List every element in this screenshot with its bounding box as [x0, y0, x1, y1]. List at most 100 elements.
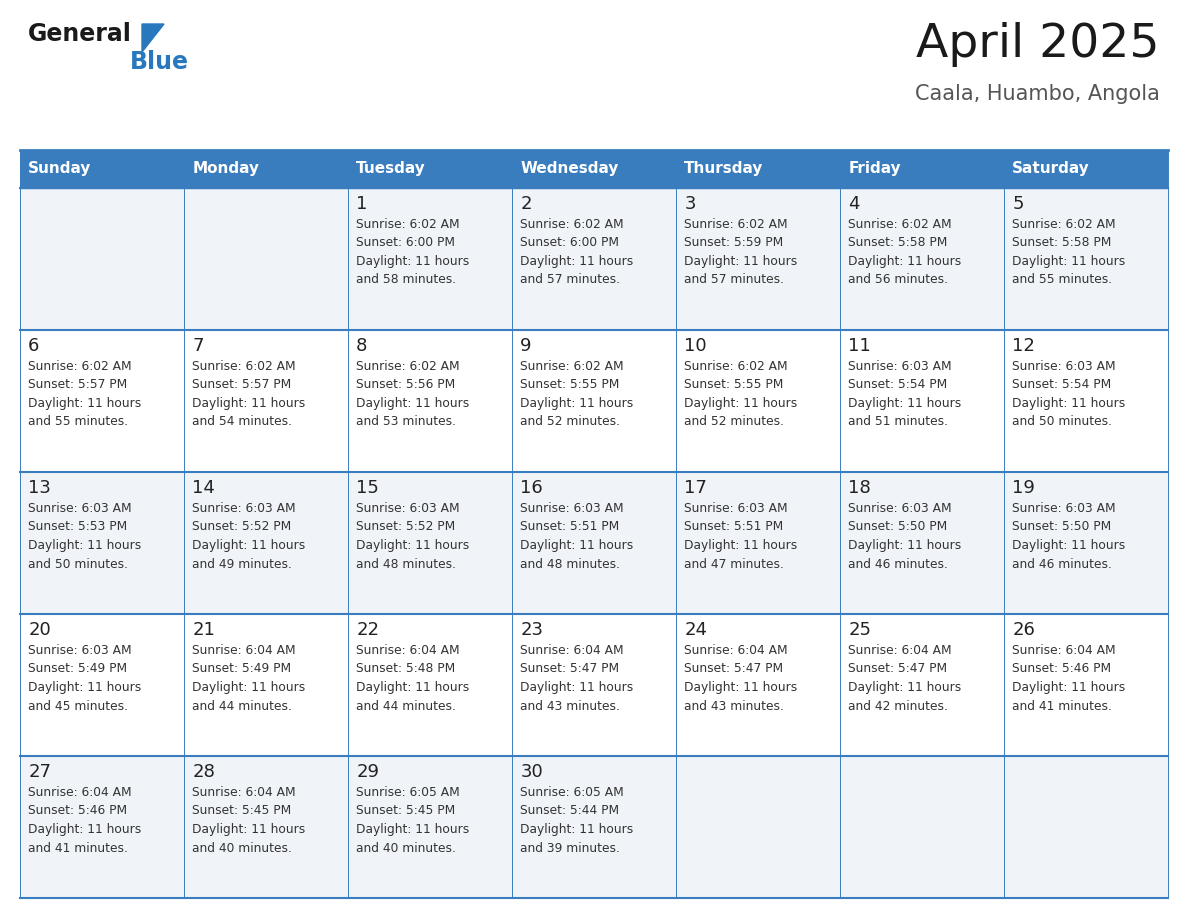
Text: Sunrise: 6:02 AM: Sunrise: 6:02 AM [684, 360, 788, 373]
Text: Saturday: Saturday [1012, 162, 1089, 176]
Text: 9: 9 [520, 337, 532, 355]
Text: Daylight: 11 hours: Daylight: 11 hours [192, 397, 305, 410]
Text: 6: 6 [29, 337, 39, 355]
Bar [840, 614, 1004, 756]
Text: and 47 minutes.: and 47 minutes. [684, 557, 784, 570]
Text: Sunset: 5:49 PM: Sunset: 5:49 PM [29, 663, 127, 676]
Text: 15: 15 [356, 479, 379, 497]
Text: 30: 30 [520, 763, 543, 781]
Text: 22: 22 [356, 621, 379, 639]
Text: Sunrise: 6:04 AM: Sunrise: 6:04 AM [684, 644, 788, 657]
Text: Daylight: 11 hours: Daylight: 11 hours [356, 681, 469, 694]
Bar [184, 188, 348, 330]
Bar [1004, 150, 1168, 188]
Text: 3: 3 [684, 195, 696, 213]
Text: 25: 25 [848, 621, 871, 639]
Text: Daylight: 11 hours: Daylight: 11 hours [684, 397, 797, 410]
Bar [512, 188, 676, 330]
Text: Friday: Friday [848, 162, 901, 176]
Text: Sunrise: 6:02 AM: Sunrise: 6:02 AM [356, 218, 460, 231]
Bar [840, 756, 1004, 898]
Text: and 46 minutes.: and 46 minutes. [848, 557, 948, 570]
Bar [676, 330, 840, 472]
Text: Sunset: 5:55 PM: Sunset: 5:55 PM [684, 378, 784, 391]
Bar [348, 188, 512, 330]
Text: Sunset: 5:49 PM: Sunset: 5:49 PM [192, 663, 291, 676]
Text: 4: 4 [848, 195, 860, 213]
Text: 8: 8 [356, 337, 367, 355]
Text: and 44 minutes.: and 44 minutes. [356, 700, 456, 712]
Text: Daylight: 11 hours: Daylight: 11 hours [1012, 255, 1125, 268]
Text: and 40 minutes.: and 40 minutes. [356, 842, 456, 855]
Text: and 55 minutes.: and 55 minutes. [1012, 274, 1112, 286]
Text: and 57 minutes.: and 57 minutes. [520, 274, 620, 286]
Bar [840, 472, 1004, 614]
Text: Sunset: 5:53 PM: Sunset: 5:53 PM [29, 521, 127, 533]
Text: 13: 13 [29, 479, 51, 497]
Text: Sunset: 5:50 PM: Sunset: 5:50 PM [1012, 521, 1112, 533]
Text: Sunset: 5:52 PM: Sunset: 5:52 PM [356, 521, 455, 533]
Text: Sunrise: 6:04 AM: Sunrise: 6:04 AM [356, 644, 460, 657]
Text: Sunset: 5:47 PM: Sunset: 5:47 PM [848, 663, 947, 676]
Bar [20, 330, 184, 472]
Text: 26: 26 [1012, 621, 1035, 639]
Text: Blue: Blue [129, 50, 189, 74]
Text: Sunrise: 6:03 AM: Sunrise: 6:03 AM [29, 644, 132, 657]
Bar [512, 614, 676, 756]
Bar [348, 472, 512, 614]
Bar [512, 330, 676, 472]
Bar [1004, 472, 1168, 614]
Text: and 57 minutes.: and 57 minutes. [684, 274, 784, 286]
Text: Daylight: 11 hours: Daylight: 11 hours [356, 823, 469, 836]
Text: Sunrise: 6:02 AM: Sunrise: 6:02 AM [684, 218, 788, 231]
Text: and 56 minutes.: and 56 minutes. [848, 274, 948, 286]
Text: Caala, Huambo, Angola: Caala, Huambo, Angola [915, 84, 1159, 104]
Text: and 53 minutes.: and 53 minutes. [356, 416, 456, 429]
Text: Sunrise: 6:02 AM: Sunrise: 6:02 AM [192, 360, 296, 373]
Text: and 40 minutes.: and 40 minutes. [192, 842, 292, 855]
Text: and 49 minutes.: and 49 minutes. [192, 557, 292, 570]
Text: Sunrise: 6:02 AM: Sunrise: 6:02 AM [520, 360, 624, 373]
Text: Sunset: 5:47 PM: Sunset: 5:47 PM [520, 663, 619, 676]
Text: Daylight: 11 hours: Daylight: 11 hours [29, 681, 141, 694]
Bar [184, 614, 348, 756]
Bar [676, 188, 840, 330]
Text: Sunset: 5:46 PM: Sunset: 5:46 PM [1012, 663, 1111, 676]
Bar [512, 472, 676, 614]
Text: Sunrise: 6:04 AM: Sunrise: 6:04 AM [192, 786, 296, 799]
Text: Sunset: 5:50 PM: Sunset: 5:50 PM [848, 521, 948, 533]
Text: Sunrise: 6:04 AM: Sunrise: 6:04 AM [520, 644, 624, 657]
Text: 7: 7 [192, 337, 203, 355]
Bar [348, 756, 512, 898]
Bar [512, 756, 676, 898]
Text: Sunrise: 6:03 AM: Sunrise: 6:03 AM [1012, 502, 1116, 515]
Bar [348, 614, 512, 756]
Text: Sunrise: 6:03 AM: Sunrise: 6:03 AM [848, 360, 952, 373]
Text: Sunset: 5:59 PM: Sunset: 5:59 PM [684, 237, 783, 250]
Text: Daylight: 11 hours: Daylight: 11 hours [520, 397, 633, 410]
Text: and 46 minutes.: and 46 minutes. [1012, 557, 1112, 570]
Text: 20: 20 [29, 621, 51, 639]
Text: Sunrise: 6:04 AM: Sunrise: 6:04 AM [29, 786, 132, 799]
Text: 17: 17 [684, 479, 707, 497]
Text: Daylight: 11 hours: Daylight: 11 hours [520, 539, 633, 552]
Text: Sunrise: 6:05 AM: Sunrise: 6:05 AM [520, 786, 624, 799]
Text: Sunday: Sunday [29, 162, 91, 176]
Text: and 48 minutes.: and 48 minutes. [520, 557, 620, 570]
Text: and 41 minutes.: and 41 minutes. [29, 842, 128, 855]
Text: Sunset: 5:54 PM: Sunset: 5:54 PM [1012, 378, 1112, 391]
Bar [20, 188, 184, 330]
Text: Wednesday: Wednesday [520, 162, 619, 176]
Text: Sunrise: 6:03 AM: Sunrise: 6:03 AM [848, 502, 952, 515]
Text: General: General [29, 22, 132, 46]
Bar [184, 472, 348, 614]
Text: 14: 14 [192, 479, 215, 497]
Text: 10: 10 [684, 337, 707, 355]
Text: 5: 5 [1012, 195, 1024, 213]
Text: 27: 27 [29, 763, 51, 781]
Text: Sunset: 5:51 PM: Sunset: 5:51 PM [684, 521, 783, 533]
Text: 2: 2 [520, 195, 532, 213]
Text: Sunset: 5:48 PM: Sunset: 5:48 PM [356, 663, 455, 676]
Bar [1004, 330, 1168, 472]
Text: 11: 11 [848, 337, 871, 355]
